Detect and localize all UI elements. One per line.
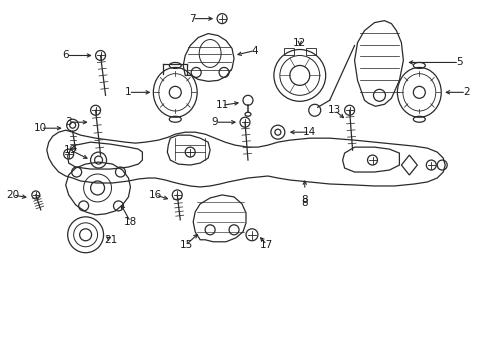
Bar (284, 48, 294, 55)
Text: 8: 8 (301, 198, 308, 208)
Text: 1: 1 (125, 87, 132, 97)
Text: 2: 2 (463, 87, 469, 97)
Text: 19: 19 (64, 145, 77, 155)
Text: 16: 16 (149, 190, 162, 200)
Text: 3: 3 (65, 117, 72, 127)
Text: 5: 5 (456, 58, 463, 67)
Text: 20: 20 (6, 190, 20, 200)
Text: 17: 17 (260, 240, 273, 250)
Text: 7: 7 (189, 14, 196, 24)
Text: 9: 9 (212, 117, 219, 127)
Text: 10: 10 (34, 123, 48, 133)
Text: 21: 21 (104, 235, 117, 245)
Text: 14: 14 (303, 127, 317, 137)
Bar (306, 48, 316, 55)
Text: 8: 8 (301, 195, 308, 205)
Text: 12: 12 (293, 37, 306, 48)
Text: 18: 18 (124, 217, 137, 227)
Text: 6: 6 (62, 50, 69, 60)
Text: 11: 11 (216, 100, 229, 110)
Text: 15: 15 (180, 240, 193, 250)
Text: 13: 13 (328, 105, 341, 115)
Text: 4: 4 (252, 45, 258, 55)
